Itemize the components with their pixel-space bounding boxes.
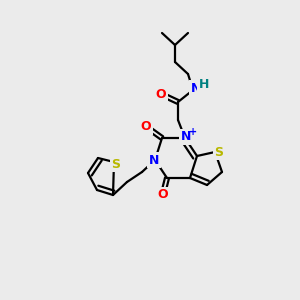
- Text: N: N: [191, 82, 201, 94]
- Text: O: O: [141, 121, 151, 134]
- Text: N: N: [181, 130, 191, 143]
- Text: S: S: [214, 146, 224, 158]
- Text: H: H: [199, 79, 209, 92]
- Text: N: N: [149, 154, 159, 166]
- Text: O: O: [156, 88, 166, 100]
- Text: +: +: [189, 127, 197, 137]
- Text: S: S: [112, 158, 121, 170]
- Text: O: O: [158, 188, 168, 202]
